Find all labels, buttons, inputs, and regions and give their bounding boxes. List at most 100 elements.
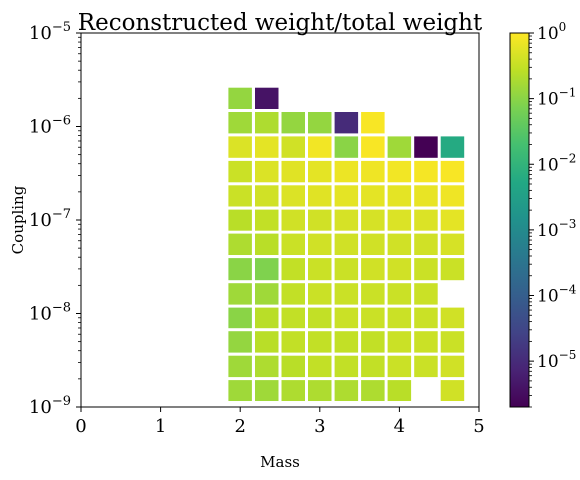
x-tick-label: 4: [394, 416, 405, 437]
heatmap-cell: [255, 160, 279, 183]
heatmap-cell: [361, 112, 385, 134]
heatmap-cell: [228, 136, 252, 158]
heatmap-cell: [255, 136, 279, 158]
heatmap-cell: [414, 283, 438, 305]
heatmap-cell: [281, 185, 305, 207]
heatmap-cell: [255, 307, 279, 329]
x-axis: 0 1 2 3 4 5: [75, 407, 485, 437]
heatmap-cell: [334, 112, 359, 134]
heatmap-cell: [440, 136, 465, 158]
y-tick-label: 10−9: [29, 394, 71, 418]
heatmap-cell: [361, 283, 385, 305]
colorbar-tick-label: 10−4: [537, 283, 577, 307]
heatmap-cell: [255, 185, 279, 207]
heatmap-cell: [308, 307, 332, 329]
heatmap-cell: [387, 185, 412, 207]
heatmap-cell: [228, 209, 252, 231]
heatmap-cell: [308, 355, 332, 378]
colorbar-tick-label: 10−3: [537, 217, 576, 241]
heatmap-cell: [228, 258, 252, 281]
heatmap-cell: [440, 160, 465, 183]
y-tick-label: 10−8: [29, 301, 71, 325]
heatmap-cell: [281, 136, 305, 158]
heatmap-cell: [414, 136, 438, 158]
heatmap-cell: [308, 160, 332, 183]
y-tick-label: 10−6: [29, 114, 71, 138]
heatmap-cell: [281, 283, 305, 305]
heatmap-cell: [387, 355, 412, 378]
heatmap-cell: [334, 136, 359, 158]
heatmap-cell: [334, 307, 359, 329]
heatmap-cell: [440, 258, 465, 281]
heatmap-cell: [440, 380, 465, 401]
heatmap-cell: [255, 355, 279, 378]
colorbar: [509, 32, 530, 408]
heatmap-cell: [361, 380, 385, 401]
heatmap-cell: [361, 307, 385, 329]
heatmap-cell: [361, 233, 385, 255]
heatmap-cell: [414, 307, 438, 329]
colorbar-tick-label: 100: [537, 20, 566, 44]
heatmap-cell: [308, 331, 332, 353]
heatmap-cell: [281, 380, 305, 401]
heatmap-cell: [228, 283, 252, 305]
heatmap-cell: [255, 233, 279, 255]
heatmap-cell: [308, 185, 332, 207]
x-tick-label: 2: [234, 416, 245, 437]
heatmap-cell: [308, 112, 332, 134]
heatmap-cell: [281, 331, 305, 353]
heatmap-cell: [255, 87, 279, 109]
heatmap-cell: [228, 185, 252, 207]
heatmap-cell: [414, 209, 438, 231]
heatmap-cells: [228, 87, 465, 401]
heatmap-cell: [308, 283, 332, 305]
heatmap-cell: [228, 160, 252, 183]
heatmap-cell: [387, 331, 412, 353]
x-tick-label: 0: [75, 416, 86, 437]
y-tick-label: 10−5: [29, 20, 71, 44]
heatmap-cell: [308, 209, 332, 231]
heatmap-cell: [281, 355, 305, 378]
heatmap-cell: [440, 233, 465, 255]
heatmap-cell: [440, 331, 465, 353]
heatmap-cell: [308, 380, 332, 401]
heatmap-cell: [228, 307, 252, 329]
heatmap-cell: [228, 355, 252, 378]
heatmap-cell: [334, 233, 359, 255]
heatmap-cell: [255, 380, 279, 401]
x-tick-label: 1: [155, 416, 166, 437]
y-axis: 10−9 10−8 10−7 10−6 10−5: [29, 20, 81, 418]
heatmap-cell: [255, 209, 279, 231]
heatmap-cell: [334, 331, 359, 353]
heatmap-cell: [308, 258, 332, 281]
heatmap-cell: [414, 185, 438, 207]
heatmap-cell: [361, 136, 385, 158]
heatmap-cell: [255, 331, 279, 353]
heatmap-cell: [228, 380, 252, 401]
heatmap-cell: [334, 355, 359, 378]
heatmap-cell: [361, 331, 385, 353]
heatmap-cell: [308, 233, 332, 255]
heatmap-cell: [228, 112, 252, 134]
x-tick-label: 5: [473, 416, 484, 437]
colorbar-tick-label: 10−1: [537, 86, 576, 110]
heatmap-cell: [281, 160, 305, 183]
heatmap-cell: [308, 136, 332, 158]
heatmap-cell: [387, 283, 412, 305]
y-axis-label: Coupling: [9, 185, 27, 254]
heatmap-cell: [228, 233, 252, 255]
heatmap-cell: [440, 185, 465, 207]
colorbar-tick-label: 10−5: [537, 348, 576, 372]
heatmap-cell: [387, 380, 412, 401]
heatmap-cell: [361, 160, 385, 183]
heatmap-cell: [414, 355, 438, 378]
heatmap-cell: [387, 209, 412, 231]
heatmap-cell: [255, 112, 279, 134]
x-axis-label: Mass: [260, 453, 300, 471]
heatmap-cell: [387, 136, 412, 158]
heatmap-cell: [334, 258, 359, 281]
heatmap-cell: [414, 331, 438, 353]
heatmap-cell: [334, 380, 359, 401]
chart-title: Reconstructed weight/total weight: [78, 10, 483, 36]
